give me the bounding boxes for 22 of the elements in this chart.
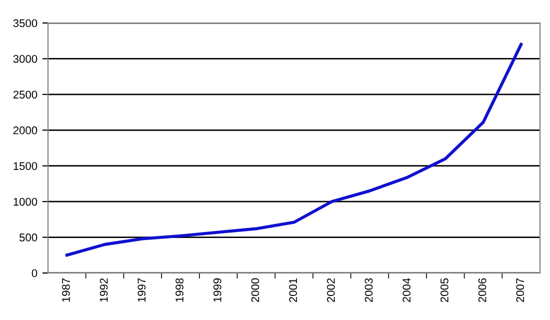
x-tick-label: 1987	[62, 278, 70, 302]
y-tick-label: 2000	[13, 126, 38, 134]
x-tick-label: 2003	[364, 278, 373, 302]
x-tick-label: 2006	[478, 278, 486, 302]
x-tick-label: 2007	[516, 278, 524, 302]
x-tick-label: 2000	[251, 278, 260, 302]
x-tick-label: 2002	[326, 278, 335, 302]
y-tick-label: 500	[19, 234, 38, 242]
x-tick-label: 1992	[100, 278, 108, 302]
x-tick-label: 1997	[138, 278, 146, 302]
y-tick-label: 3000	[13, 54, 38, 63]
x-tick-label: 2004	[402, 278, 411, 302]
y-tick-label: 1000	[14, 198, 38, 206]
line-series	[65, 42, 523, 257]
y-tick-label: 3500	[13, 19, 38, 28]
x-tick-label: 2001	[289, 278, 297, 302]
y-tick-label: 0	[32, 269, 38, 278]
x-tick-label: 1998	[176, 278, 184, 302]
x-tick-label: 2005	[440, 278, 448, 302]
y-tick-label: 2500	[13, 90, 38, 99]
x-tick-label: 1999	[213, 278, 222, 302]
y-tick-label: 1500	[14, 162, 38, 170]
